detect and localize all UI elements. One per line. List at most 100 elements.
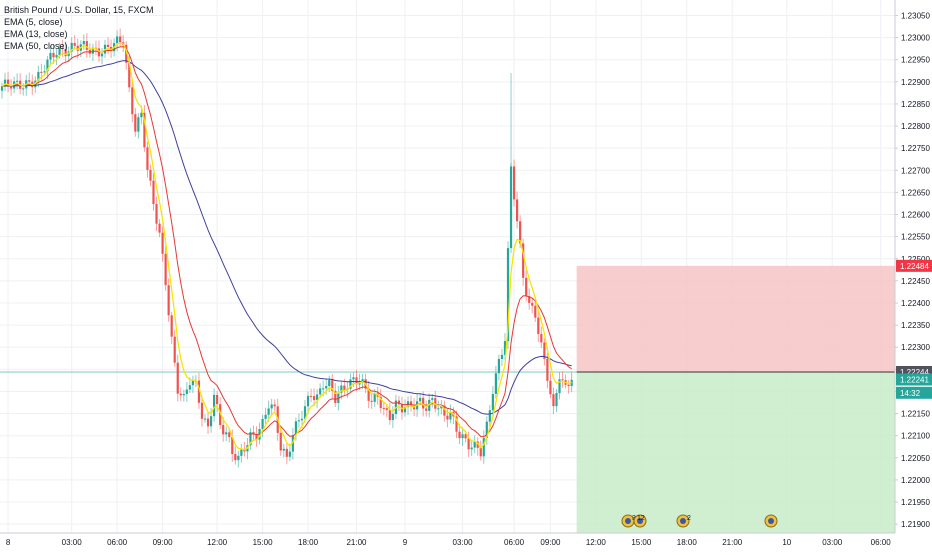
y-tick-label: 1.22000 <box>901 476 930 485</box>
y-tick-label: 1.22450 <box>901 277 930 286</box>
candle-body <box>167 285 170 316</box>
candle-body <box>234 454 237 461</box>
candle-body <box>52 52 55 58</box>
legend-ema5[interactable]: EMA (5, close) <box>4 17 63 27</box>
candle-body <box>37 71 40 81</box>
candle-body <box>497 358 501 374</box>
legend-ema50[interactable]: EMA (50, close) <box>4 41 68 51</box>
candle-body <box>164 253 167 286</box>
y-tick-label: 1.22350 <box>901 321 930 330</box>
candle-body <box>58 47 61 56</box>
ema5-line <box>1 42 572 451</box>
y-tick-label: 1.22900 <box>901 78 930 87</box>
event-count: 2 <box>687 515 691 522</box>
y-tick-label: 1.21900 <box>901 520 930 529</box>
y-tick-label: 1.23050 <box>901 11 930 20</box>
x-tick-label: 21:00 <box>346 538 367 547</box>
last-price-tag-text: 1.22241 <box>900 376 929 385</box>
candle-body <box>385 408 388 410</box>
ema50-line <box>1 60 572 415</box>
candle-body <box>522 243 525 278</box>
entry-price-tag-text: 1.22244 <box>900 368 929 377</box>
x-tick-label: 03:00 <box>453 538 474 547</box>
candle-body <box>470 447 473 450</box>
candle-body <box>349 379 352 389</box>
candle-body <box>91 47 94 54</box>
y-tick-label: 1.22700 <box>901 166 930 175</box>
y-tick-label: 1.22600 <box>901 211 930 220</box>
take-profit-zone <box>576 371 895 533</box>
candle-body <box>49 52 52 60</box>
y-tick-label: 1.21950 <box>901 498 930 507</box>
candle-body <box>322 388 325 390</box>
candle-body <box>134 114 137 132</box>
candle-body <box>203 418 207 420</box>
candle-body <box>76 45 79 51</box>
candle-body <box>255 434 258 440</box>
stop-loss-zone <box>576 265 895 372</box>
x-tick-label: 8 <box>6 538 11 547</box>
candle-body <box>188 385 191 390</box>
legend: British Pound / U.S. Dollar, 15, FXCM EM… <box>4 4 154 52</box>
candle-body <box>555 393 558 407</box>
candles <box>0 28 573 468</box>
candle-body <box>309 395 313 397</box>
countdown-tag-bg <box>896 386 932 399</box>
candle-body <box>519 221 522 244</box>
candle-body <box>267 408 270 415</box>
stop-price-tag: 1.22484 <box>896 259 932 272</box>
candle-body <box>200 402 204 419</box>
x-tick-label: 09:00 <box>540 538 561 547</box>
y-tick-label: 1.22550 <box>901 233 930 242</box>
y-tick-label: 1.22750 <box>901 144 930 153</box>
y-tick-label: 1.22300 <box>901 343 930 352</box>
event-flag-inner <box>637 518 643 524</box>
candle-body <box>528 296 531 303</box>
candle-body <box>182 394 185 396</box>
x-tick-label: 21:00 <box>722 538 743 547</box>
candle-body <box>146 147 149 170</box>
candle-body <box>443 405 446 416</box>
candle-body <box>64 49 67 57</box>
candle-body <box>334 390 337 403</box>
candle-body <box>82 41 85 45</box>
candle-body <box>185 389 188 395</box>
candle-body <box>282 448 285 451</box>
y-tick-label: 1.22100 <box>901 432 930 441</box>
candle-body <box>219 404 222 426</box>
event-flag-inner <box>625 518 631 524</box>
candle-body <box>391 413 394 421</box>
candle-body <box>506 248 510 342</box>
stop-price-tag-bg <box>896 259 932 272</box>
candle-body <box>252 432 255 435</box>
candle-body <box>422 397 425 409</box>
candle-body <box>125 44 128 63</box>
candle-body <box>388 409 391 421</box>
candle-body <box>149 169 152 181</box>
candle-body <box>419 397 422 402</box>
candle-body <box>137 117 140 132</box>
candle-body <box>476 441 479 448</box>
candle-body <box>340 385 343 393</box>
candle-body <box>461 434 464 439</box>
event-flag-inner <box>768 518 774 524</box>
position-zones[interactable] <box>0 265 895 533</box>
event-markers[interactable]: 3 12 2 <box>621 514 778 528</box>
candle-body <box>116 36 119 44</box>
candle-body <box>158 223 161 233</box>
candle-body <box>355 377 358 385</box>
candle-body <box>140 112 143 118</box>
candle-body <box>525 277 528 297</box>
candle-body <box>206 418 210 427</box>
candle-body <box>16 80 19 82</box>
candle-body <box>503 341 507 355</box>
candle-body <box>534 305 537 318</box>
candle-body <box>264 414 267 419</box>
candle-body <box>9 85 13 89</box>
candle-body <box>488 410 491 422</box>
legend-ema13[interactable]: EMA (13, close) <box>4 29 68 39</box>
candle-body <box>312 396 316 401</box>
